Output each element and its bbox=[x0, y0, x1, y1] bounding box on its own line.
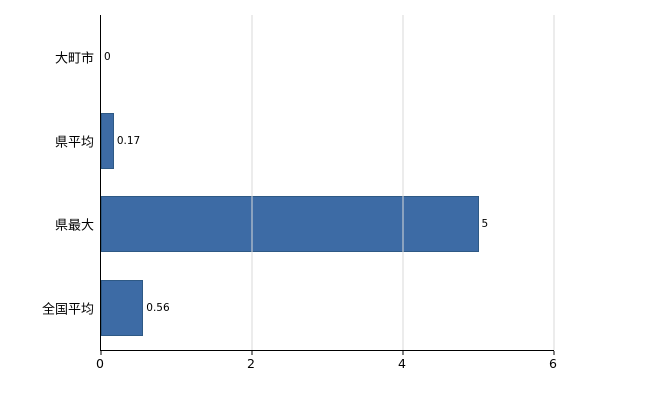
bar bbox=[101, 196, 479, 253]
category-label: 県平均 bbox=[54, 135, 94, 151]
category-label: 大町市 bbox=[54, 51, 94, 67]
gridline bbox=[402, 15, 404, 350]
bar-row: 全国平均 0.56 bbox=[42, 266, 554, 350]
gridline bbox=[251, 15, 253, 350]
x-tick-mark bbox=[100, 351, 102, 355]
bar-row: 大町市 0 bbox=[55, 15, 554, 99]
bar-row: 県平均 0.17 bbox=[55, 99, 554, 183]
x-tick-label: 6 bbox=[549, 356, 557, 371]
bar-rows: 大町市 0 県平均 0.17 県最大 5 全国平均 0.56 bbox=[42, 15, 554, 350]
category-label: 全国平均 bbox=[41, 302, 94, 318]
bar-row: 県最大 5 bbox=[55, 183, 554, 267]
bar bbox=[101, 280, 144, 337]
value-label: 0.17 bbox=[116, 134, 141, 147]
bar bbox=[101, 112, 114, 169]
x-axis: 0 2 4 6 bbox=[96, 356, 557, 376]
x-tick-label: 4 bbox=[398, 356, 406, 371]
x-tick-mark bbox=[402, 351, 404, 355]
x-tick-label: 0 bbox=[96, 356, 104, 371]
value-label: 0.56 bbox=[146, 302, 170, 315]
x-tick-mark bbox=[553, 351, 555, 355]
plot-area: 大町市 0 県平均 0.17 県最大 5 全国平均 0.56 bbox=[42, 15, 555, 355]
gridline bbox=[553, 15, 555, 350]
value-label: 5 bbox=[481, 218, 489, 231]
category-label: 県最大 bbox=[54, 218, 94, 234]
x-tick-label: 2 bbox=[247, 356, 255, 371]
x-tick-mark bbox=[251, 351, 253, 355]
value-label: 0 bbox=[104, 50, 111, 63]
